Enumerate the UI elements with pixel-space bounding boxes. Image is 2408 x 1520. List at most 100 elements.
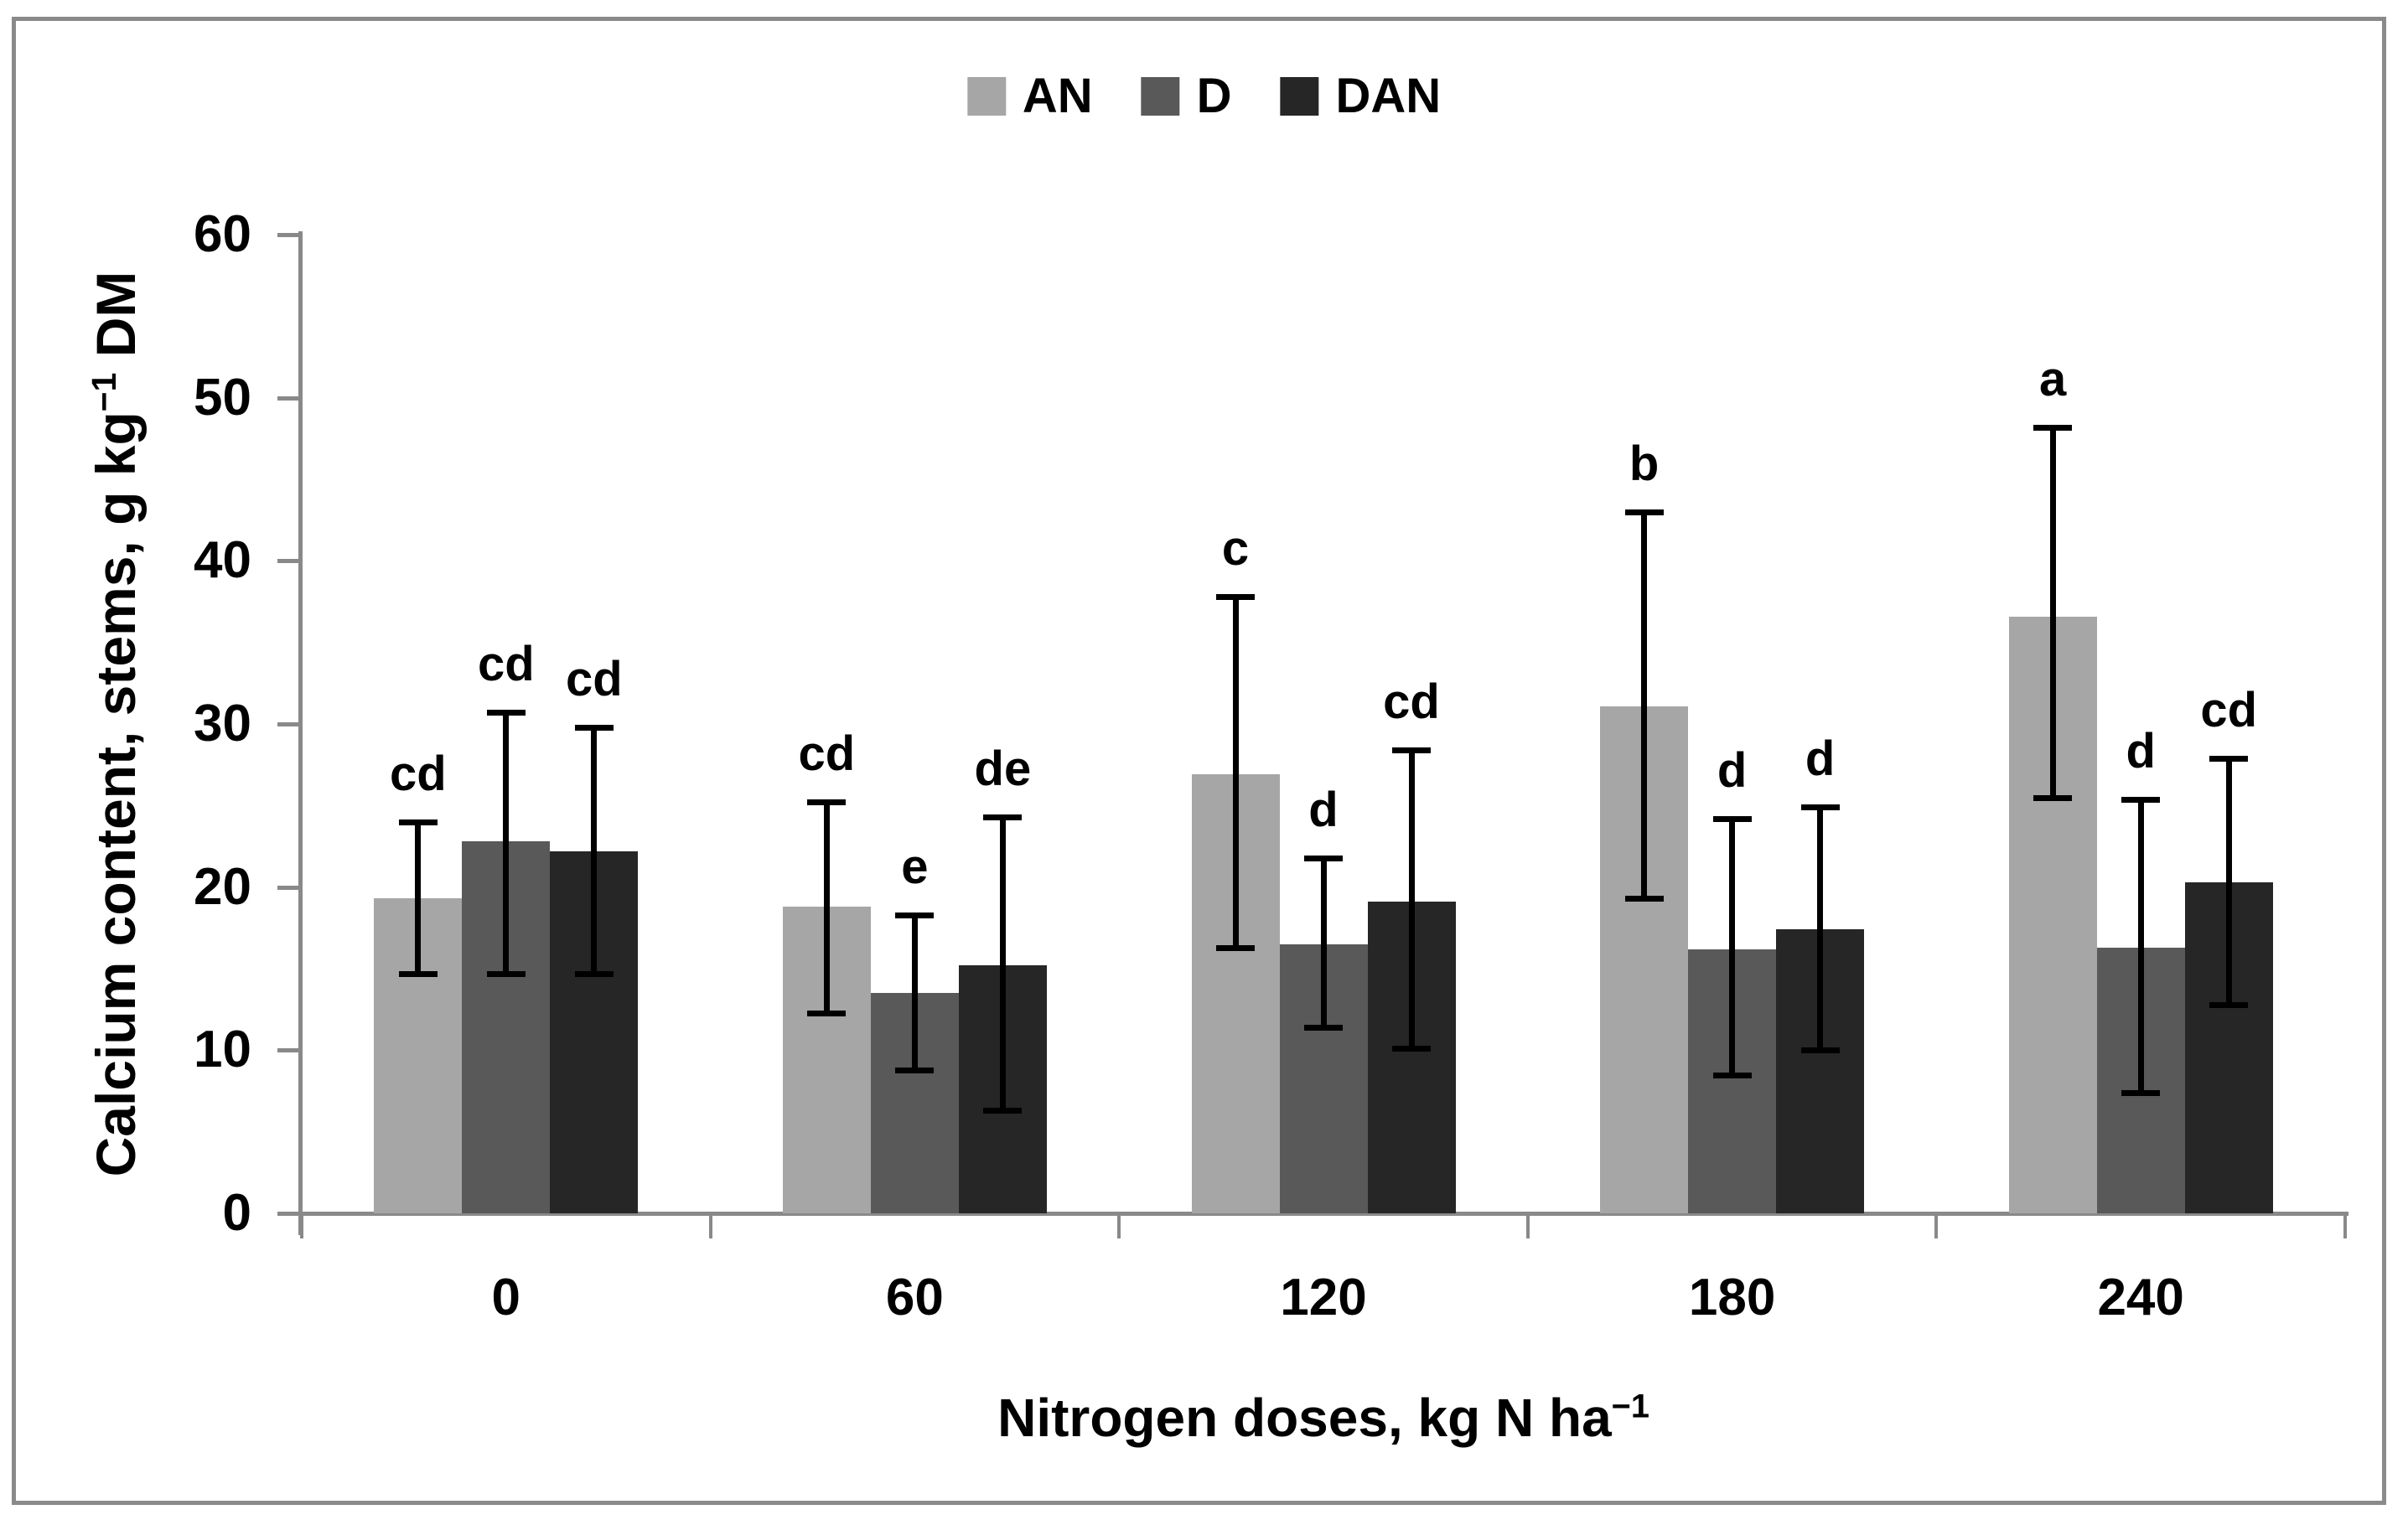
figure-border [12, 17, 2386, 1505]
x-axis-title: Nitrogen doses, kg N ha−1 [997, 1387, 1649, 1449]
error-bar-stem [415, 821, 422, 974]
y-axis-tick-label: 60 [194, 205, 251, 263]
legend-label-AN: AN [1022, 69, 1093, 123]
y-axis-tick [277, 559, 298, 564]
error-bar-cap-bottom [807, 1010, 847, 1016]
error-bar-stem [1232, 597, 1239, 948]
error-bar-cap-bottom [1392, 1046, 1431, 1052]
y-axis-tick-label: 30 [194, 695, 251, 752]
significance-label: cd [565, 651, 623, 706]
error-bar-cap-top [1216, 594, 1255, 601]
error-bar-stem [823, 802, 830, 1013]
x-axis-tick [1117, 1213, 1121, 1238]
x-axis-tick [1525, 1213, 1530, 1238]
error-bar-cap-bottom [2121, 1089, 2161, 1096]
error-bar-stem [2137, 799, 2144, 1093]
error-bar-stem [591, 726, 598, 974]
y-axis-tick [277, 1048, 298, 1053]
x-category-label: 0 [491, 1269, 521, 1326]
legend-swatch-DAN [1280, 77, 1319, 116]
y-axis-tick [277, 722, 298, 726]
x-axis-title-superscript: −1 [1611, 1388, 1649, 1425]
error-bar-cap-top [486, 710, 526, 716]
error-bar-cap-top [2121, 796, 2161, 803]
x-axis-tick [300, 1213, 303, 1238]
y-axis-tick-label: 0 [222, 1184, 251, 1242]
significance-label: cd [2200, 682, 2258, 737]
y-axis-tick [277, 233, 298, 237]
error-bar-stem [999, 816, 1006, 1111]
y-axis-tick-label: 40 [194, 531, 251, 590]
y-axis-tick [277, 1212, 298, 1216]
error-bar-cap-bottom [895, 1067, 935, 1073]
y-axis-tick-label: 10 [194, 1021, 251, 1079]
significance-label: c [1221, 521, 1250, 576]
chart-legend: AN D DAN [966, 69, 1442, 123]
error-bar-stem [503, 712, 510, 974]
significance-label: b [1629, 436, 1660, 491]
error-bar-cap-bottom [1304, 1025, 1343, 1031]
legend-label-DAN: DAN [1335, 69, 1442, 123]
error-bar-cap-top [2033, 424, 2073, 431]
y-axis-title-suffix: DM [85, 271, 147, 373]
significance-label: cd [389, 746, 447, 801]
significance-label: cd [477, 637, 535, 692]
x-category-label: 60 [885, 1269, 944, 1326]
y-axis-title-superscript: −1 [85, 372, 123, 412]
error-bar-cap-bottom [486, 970, 526, 977]
y-axis-tick-label: 50 [194, 368, 251, 427]
error-bar-stem [1641, 511, 1648, 899]
significance-label: e [901, 839, 929, 894]
error-bar-stem [1408, 750, 1415, 1049]
y-axis-title: Calcium content, stems, g kg−1 DM [84, 271, 148, 1177]
x-category-label: 120 [1280, 1269, 1367, 1326]
error-bar-cap-top [1712, 815, 1752, 822]
significance-label: cd [1383, 675, 1440, 730]
error-bar-cap-bottom [574, 970, 614, 977]
legend-item-AN: AN [966, 69, 1093, 123]
error-bar-cap-top [983, 814, 1023, 820]
error-bar-stem [911, 914, 918, 1070]
error-bar-cap-bottom [1712, 1072, 1752, 1078]
error-bar-cap-bottom [1624, 896, 1664, 902]
error-bar-cap-bottom [983, 1108, 1023, 1114]
error-bar-cap-top [1392, 747, 1431, 754]
y-axis-tick [277, 885, 298, 890]
legend-swatch-AN [966, 77, 1006, 116]
x-category-label: 240 [2097, 1269, 2184, 1326]
significance-label: de [974, 741, 1032, 796]
error-bar-cap-bottom [1216, 944, 1255, 951]
error-bar-cap-top [895, 912, 935, 918]
x-axis-title-text: Nitrogen doses, kg N ha [997, 1388, 1612, 1448]
significance-label: d [1308, 782, 1339, 837]
x-axis-tick [1934, 1213, 1939, 1238]
x-category-label: 180 [1688, 1269, 1776, 1326]
significance-label: d [2126, 723, 2156, 778]
error-bar-cap-bottom [2033, 794, 2073, 801]
error-bar-stem [1320, 857, 1327, 1028]
legend-item-D: D [1141, 69, 1232, 123]
x-axis-tick [2343, 1213, 2347, 1238]
error-bar-cap-top [574, 724, 614, 731]
error-bar-stem [1729, 818, 1736, 1075]
y-axis-tick [277, 396, 298, 401]
significance-label: cd [798, 726, 856, 782]
y-axis-line [298, 231, 303, 1235]
legend-label-D: D [1196, 69, 1232, 123]
significance-label: d [1717, 742, 1748, 798]
legend-item-DAN: DAN [1280, 69, 1442, 123]
error-bar-stem [2225, 757, 2232, 1005]
x-axis-tick [708, 1213, 712, 1238]
error-bar-cap-bottom [2209, 1001, 2249, 1008]
error-bar-cap-top [807, 799, 847, 806]
error-bar-cap-bottom [398, 970, 438, 977]
error-bar-cap-top [1800, 804, 1840, 811]
significance-label: a [2039, 351, 2067, 406]
x-axis-line [298, 1212, 2348, 1216]
error-bar-cap-bottom [1800, 1047, 1840, 1054]
error-bar-cap-top [398, 819, 438, 825]
y-axis-title-text: Calcium content, stems, g kg [85, 411, 147, 1177]
y-axis-tick-label: 20 [194, 857, 251, 916]
error-bar-cap-top [1304, 855, 1343, 861]
